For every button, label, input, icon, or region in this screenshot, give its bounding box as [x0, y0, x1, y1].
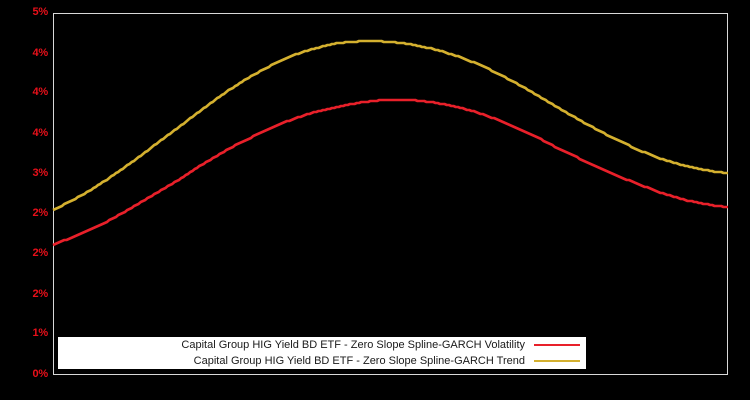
legend-entry[interactable]: Capital Group HIG Yield BD ETF - Zero Sl…	[58, 337, 586, 353]
legend-label: Capital Group HIG Yield BD ETF - Zero Sl…	[181, 338, 525, 351]
y-axis-tick: 3%	[0, 166, 49, 179]
legend-color-swatch	[534, 360, 580, 362]
legend-color-swatch	[534, 344, 580, 346]
y-axis-tick-label: 5%	[32, 6, 49, 18]
y-axis-tick: 2%	[0, 207, 49, 220]
series-line-trend	[52, 39, 728, 212]
plot-area-frame	[53, 13, 728, 375]
y-axis-tick: 4%	[0, 86, 49, 99]
y-axis-tick-label: 2%	[32, 247, 49, 260]
y-axis-tick-label: 2%	[32, 207, 49, 220]
y-axis-tick: 4%	[0, 126, 49, 139]
y-axis-tick-label: 3%	[32, 166, 49, 179]
y-axis-tick: 0%	[0, 368, 49, 380]
y-axis-tick-label: 4%	[32, 86, 49, 99]
y-axis-tick: 2%	[0, 287, 49, 300]
y-axis-tick-label: 2%	[32, 287, 49, 300]
y-axis-tick: 4%	[0, 46, 49, 59]
y-axis-tick-label: 4%	[32, 126, 49, 139]
y-axis-tick: 5%	[0, 6, 49, 18]
chart-legend: Capital Group HIG Yield BD ETF - Zero Sl…	[58, 337, 586, 369]
y-axis-tick: 2%	[0, 247, 49, 260]
y-axis-tick-label: 0%	[32, 368, 49, 380]
y-axis-tick: 1%	[0, 327, 49, 340]
legend-label: Capital Group HIG Yield BD ETF - Zero Sl…	[193, 354, 525, 367]
series-line-volatility	[52, 98, 728, 247]
y-axis-tick-label: 1%	[32, 327, 49, 340]
legend-entry[interactable]: Capital Group HIG Yield BD ETF - Zero Sl…	[58, 353, 586, 369]
y-axis-tick-label: 4%	[32, 46, 49, 59]
